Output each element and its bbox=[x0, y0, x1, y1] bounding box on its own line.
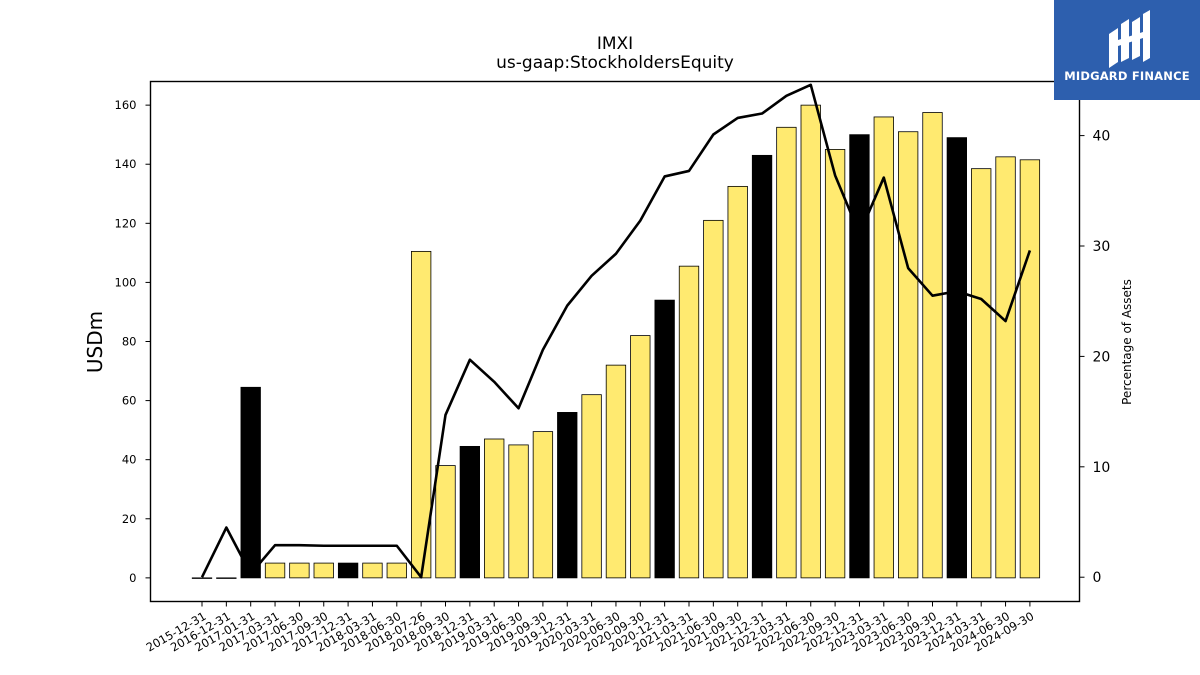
bar bbox=[898, 131, 919, 579]
line-series bbox=[200, 83, 1032, 579]
bar bbox=[605, 364, 627, 579]
bar bbox=[995, 156, 1016, 579]
y-tick-label: 40 bbox=[122, 453, 137, 467]
brand-logo: MIDGARD FINANCE bbox=[1054, 0, 1200, 100]
bar bbox=[703, 219, 724, 579]
midgard-logo-icon bbox=[1109, 10, 1150, 68]
bar bbox=[508, 444, 529, 579]
bar bbox=[435, 465, 456, 579]
bar bbox=[800, 104, 821, 579]
bar bbox=[289, 562, 310, 579]
bar bbox=[216, 577, 237, 579]
bar bbox=[727, 185, 748, 579]
bar bbox=[557, 412, 578, 579]
bar bbox=[824, 149, 846, 579]
bar bbox=[751, 154, 773, 579]
bar bbox=[946, 137, 967, 579]
y-tick-label: 160 bbox=[115, 98, 137, 112]
y-tick-label: 120 bbox=[115, 216, 137, 230]
bar bbox=[849, 134, 870, 579]
y-tick-label: 20 bbox=[122, 512, 137, 526]
chart-title: IMXI bbox=[597, 34, 633, 54]
y2-axis-label: Percentage of Assets bbox=[1120, 279, 1134, 405]
bar bbox=[532, 431, 554, 579]
y2-tick-label: 30 bbox=[1093, 239, 1111, 255]
y2-tick-label: 0 bbox=[1093, 570, 1102, 586]
bar bbox=[776, 126, 797, 579]
y2-tick-label: 40 bbox=[1093, 129, 1111, 145]
bar bbox=[971, 168, 992, 579]
bar bbox=[1019, 159, 1041, 579]
y-tick-label: 0 bbox=[129, 571, 136, 585]
bar bbox=[922, 112, 943, 579]
brand-name: MIDGARD FINANCE bbox=[1064, 69, 1190, 83]
bar bbox=[654, 299, 675, 579]
chart-subtitle: us-gaap:StockholdersEquity bbox=[496, 53, 734, 73]
plot-frame bbox=[149, 80, 1081, 603]
bar bbox=[484, 438, 505, 579]
y-tick-label: 60 bbox=[122, 394, 137, 408]
y2-tick-label: 10 bbox=[1093, 460, 1111, 476]
bar bbox=[191, 577, 213, 579]
bar bbox=[264, 562, 286, 579]
percentage-line bbox=[200, 83, 1032, 579]
bar bbox=[581, 394, 602, 579]
bar bbox=[678, 265, 700, 579]
y2-tick-label: 20 bbox=[1093, 349, 1111, 365]
y-tick-label: 140 bbox=[115, 157, 137, 171]
bar bbox=[337, 562, 359, 579]
bar bbox=[362, 562, 383, 579]
bar-series bbox=[191, 104, 1041, 579]
y-tick-label: 80 bbox=[122, 335, 137, 349]
bar bbox=[313, 562, 334, 579]
bar bbox=[386, 562, 407, 579]
y-axis-label: USDm bbox=[83, 311, 107, 373]
bar bbox=[630, 335, 651, 579]
bar bbox=[240, 386, 261, 579]
bar bbox=[459, 445, 481, 579]
bar bbox=[873, 116, 894, 579]
y-tick-label: 100 bbox=[115, 275, 137, 289]
